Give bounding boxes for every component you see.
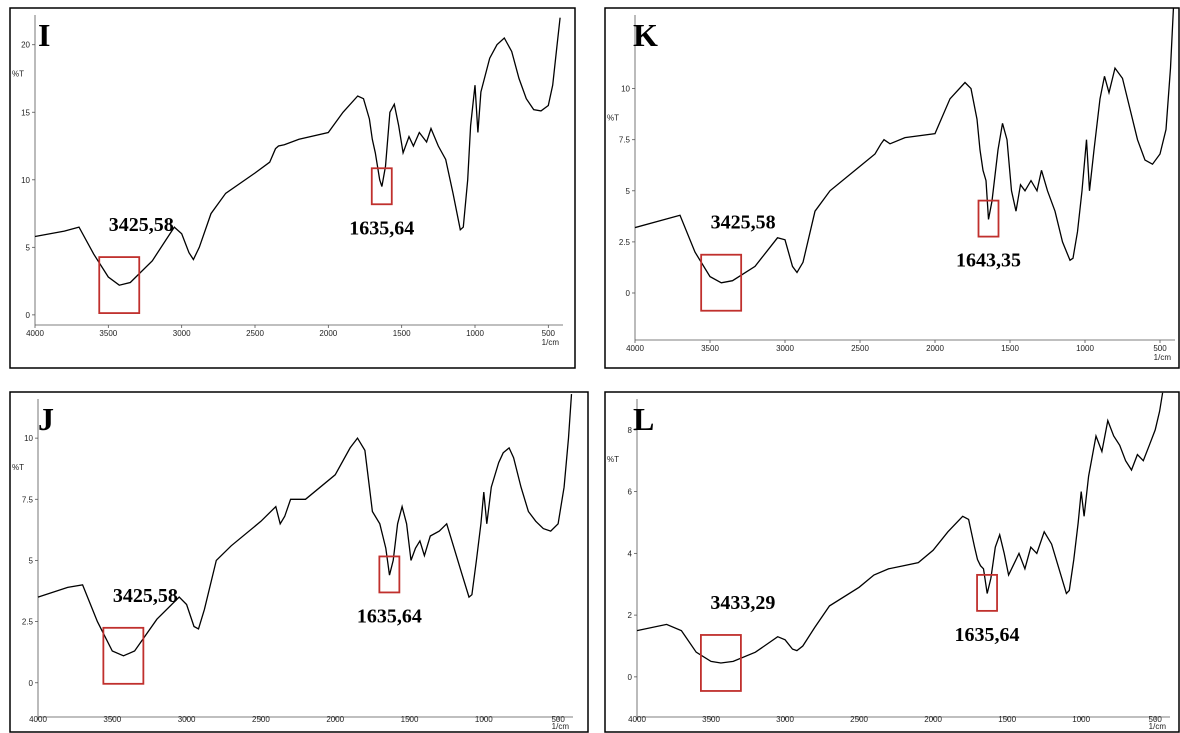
x-tick-label: 1500 (1001, 344, 1019, 353)
peak-box (378, 555, 401, 594)
y-axis-label: %T (12, 70, 24, 79)
x-tick-label: 2500 (252, 715, 270, 724)
y-tick-label: 20 (21, 41, 30, 50)
x-tick-label: 500 (1153, 344, 1167, 353)
x-tick-label: 3000 (178, 715, 196, 724)
y-tick-label: 5 (626, 187, 631, 196)
y-tick-label: 15 (21, 108, 30, 117)
peak-label: 3433,29 (710, 592, 775, 614)
y-axis-label: %T (12, 463, 24, 472)
x-tick-label: 3000 (776, 715, 794, 724)
peak-label: 3425,58 (109, 214, 174, 236)
x-tick-label: 2000 (319, 329, 337, 338)
spectrum-line (634, 8, 1175, 284)
peak-label: 1635,64 (357, 605, 422, 627)
x-tick-label: 4000 (626, 344, 644, 353)
x-tick-label: 3500 (103, 715, 121, 724)
peak-box (700, 634, 742, 692)
y-tick-label: 10 (621, 85, 630, 94)
spectrum-line (37, 394, 573, 657)
spectrum-line (636, 392, 1164, 664)
y-tick-label: 0 (628, 673, 633, 682)
y-tick-label: 2.5 (619, 238, 631, 247)
peak-box (977, 199, 1000, 238)
spectrum-line (34, 17, 561, 286)
x-tick-label: 1500 (998, 715, 1016, 724)
x-axis-label: 1/cm (552, 722, 570, 731)
peak-label: 1635,64 (955, 624, 1020, 646)
x-tick-label: 1000 (475, 715, 493, 724)
y-tick-label: 0 (26, 311, 31, 320)
peak-label: 3425,58 (711, 212, 776, 234)
x-tick-label: 1500 (393, 329, 411, 338)
y-axis-label: %T (607, 114, 619, 123)
y-tick-label: 0 (29, 679, 34, 688)
y-tick-label: 10 (21, 176, 30, 185)
x-tick-label: 3000 (173, 329, 191, 338)
y-tick-label: 4 (628, 549, 633, 558)
panel-label: J (38, 401, 54, 437)
x-tick-label: 3500 (701, 344, 719, 353)
x-tick-label: 4000 (628, 715, 646, 724)
y-axis-label: %T (607, 455, 619, 464)
peak-label: 3425,58 (113, 585, 178, 607)
peak-box (102, 626, 145, 685)
peak-label: 1635,64 (349, 217, 414, 239)
x-tick-label: 1500 (401, 715, 419, 724)
x-tick-label: 3500 (702, 715, 720, 724)
x-tick-label: 2500 (851, 344, 869, 353)
peak-box (976, 573, 998, 612)
peak-label: 1643,35 (956, 250, 1021, 272)
x-tick-label: 4000 (26, 329, 44, 338)
peak-box (370, 167, 393, 206)
x-tick-label: 3500 (99, 329, 117, 338)
y-tick-label: 2.5 (22, 618, 34, 627)
x-axis-label: 1/cm (542, 338, 560, 347)
x-tick-label: 2000 (924, 715, 942, 724)
panel-frame (9, 391, 589, 733)
x-tick-label: 2000 (326, 715, 344, 724)
panel-label: K (633, 17, 658, 53)
x-tick-label: 2500 (246, 329, 264, 338)
panel-frame (604, 7, 1180, 369)
x-tick-label: 2000 (926, 344, 944, 353)
panel-label: L (633, 401, 654, 437)
y-tick-label: 6 (628, 488, 633, 497)
y-tick-label: 0 (626, 289, 631, 298)
x-tick-label: 3000 (776, 344, 794, 353)
y-tick-label: 5 (26, 243, 31, 252)
panel-frame (9, 7, 576, 369)
y-tick-label: 10 (24, 434, 33, 443)
x-tick-label: 500 (1149, 715, 1163, 724)
peak-box (98, 256, 141, 314)
x-tick-label: 500 (542, 329, 556, 338)
y-tick-label: 2 (628, 611, 633, 620)
x-tick-label: 1000 (466, 329, 484, 338)
x-tick-label: 500 (551, 715, 565, 724)
x-tick-label: 2500 (850, 715, 868, 724)
y-tick-label: 7.5 (619, 136, 631, 145)
y-tick-label: 8 (628, 426, 633, 435)
x-tick-label: 1000 (1072, 715, 1090, 724)
panel-label: I (38, 17, 50, 53)
y-tick-label: 5 (29, 556, 34, 565)
x-tick-label: 4000 (29, 715, 47, 724)
y-tick-label: 7.5 (22, 495, 34, 504)
x-axis-label: 1/cm (1154, 353, 1172, 362)
x-tick-label: 1000 (1076, 344, 1094, 353)
x-axis-label: 1/cm (1149, 722, 1167, 731)
peak-box (700, 253, 743, 312)
panel-frame (604, 391, 1180, 733)
